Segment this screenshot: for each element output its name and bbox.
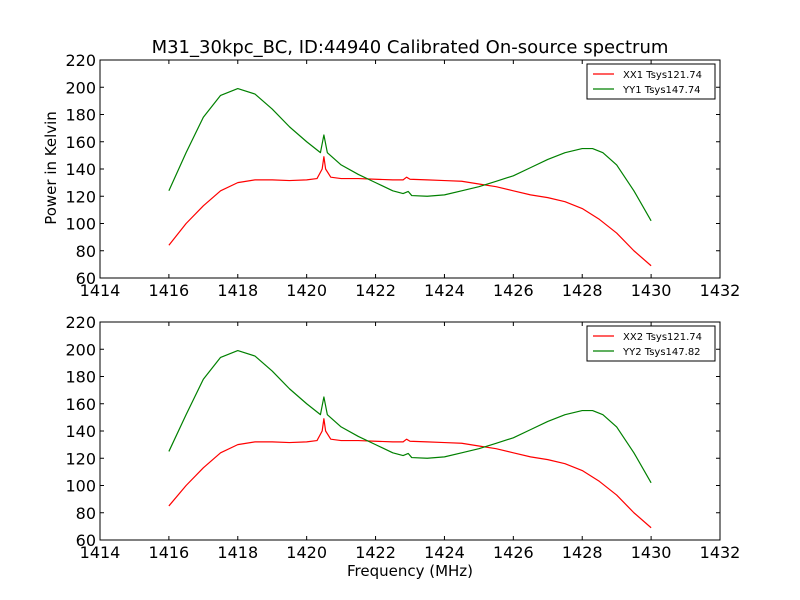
legend-box	[586, 325, 716, 362]
legend-label: XX2 Tsys121.74	[623, 332, 702, 343]
series-line-2	[168, 350, 652, 484]
series-line-1	[168, 156, 652, 267]
plot-area-bottom: 1414 1416 1418 1420 1422 1424 1426 1428 1430 1432…	[65, 313, 740, 562]
plot-area-top: 1414 1416 1418 1420 1422 1424 1426 1428 1430 1432…	[65, 51, 740, 300]
chart-title: M31_30kpc_BC, ID:44940 Calibrated On-sou…	[152, 37, 669, 58]
legend-label: XX1 Tsys121.74	[623, 70, 702, 81]
y-tick-label: 160	[65, 133, 96, 152]
y-tick-label: 140	[65, 160, 96, 179]
subplot-top: M31_30kpc_BC, ID:44940 Calibrated On-sou…	[42, 37, 740, 300]
legend: XX2 Tsys121.74 YY2 Tsys147.82	[586, 325, 716, 362]
x-tick-label: 1430	[631, 543, 672, 562]
x-tick-label: 1430	[631, 281, 672, 300]
y-tick-label: 200	[65, 340, 96, 359]
y-tick-label: 100	[65, 477, 96, 496]
y-tick-label: 80	[76, 242, 96, 261]
y-tick-label: 120	[65, 449, 96, 468]
x-tick-label: 1420	[286, 281, 327, 300]
x-axis-label: Frequency (MHz)	[347, 562, 473, 580]
x-tick-label: 1416	[149, 281, 190, 300]
x-tick-label: 1414	[80, 281, 121, 300]
x-tick-label: 1424	[424, 543, 465, 562]
y-tick-label: 80	[76, 504, 96, 523]
legend: XX1 Tsys121.74 YY1 Tsys147.74	[586, 63, 716, 100]
y-tick-label: 200	[65, 78, 96, 97]
y-tick-label: 100	[65, 215, 96, 234]
legend-label: YY2 Tsys147.82	[622, 347, 701, 358]
y-tick-label: 220	[65, 51, 96, 70]
y-tick-label: 220	[65, 313, 96, 332]
series-line-2	[168, 88, 652, 222]
x-tick-label: 1422	[355, 281, 396, 300]
x-tick-label: 1420	[286, 543, 327, 562]
x-tick-label: 1428	[562, 281, 603, 300]
x-tick-label: 1418	[217, 543, 258, 562]
y-tick-label: 140	[65, 422, 96, 441]
x-tick-label: 1418	[217, 281, 258, 300]
y-tick-label: 180	[65, 368, 96, 387]
x-tick-label: 1428	[562, 543, 603, 562]
y-tick-label: 180	[65, 106, 96, 125]
x-tick-label: 1426	[493, 543, 534, 562]
x-tick-label: 1414	[80, 543, 121, 562]
series-line-1	[168, 418, 652, 529]
y-tick-label: 160	[65, 395, 96, 414]
x-tick-label: 1432	[700, 281, 741, 300]
x-tick-label: 1416	[149, 543, 190, 562]
y-axis-label: Power in Kelvin	[42, 111, 60, 225]
x-tick-label: 1426	[493, 281, 534, 300]
x-tick-label: 1432	[700, 543, 741, 562]
legend-box	[586, 63, 716, 100]
x-tick-label: 1422	[355, 543, 396, 562]
subplot-bottom: Frequency (MHz) 1414 1416 1418 1420 1422 1424…	[65, 313, 740, 580]
x-tick-label: 1424	[424, 281, 465, 300]
y-tick-label: 60	[76, 531, 96, 550]
legend-label: YY1 Tsys147.74	[622, 85, 701, 96]
y-tick-label: 120	[65, 187, 96, 206]
y-tick-label: 60	[76, 269, 96, 288]
